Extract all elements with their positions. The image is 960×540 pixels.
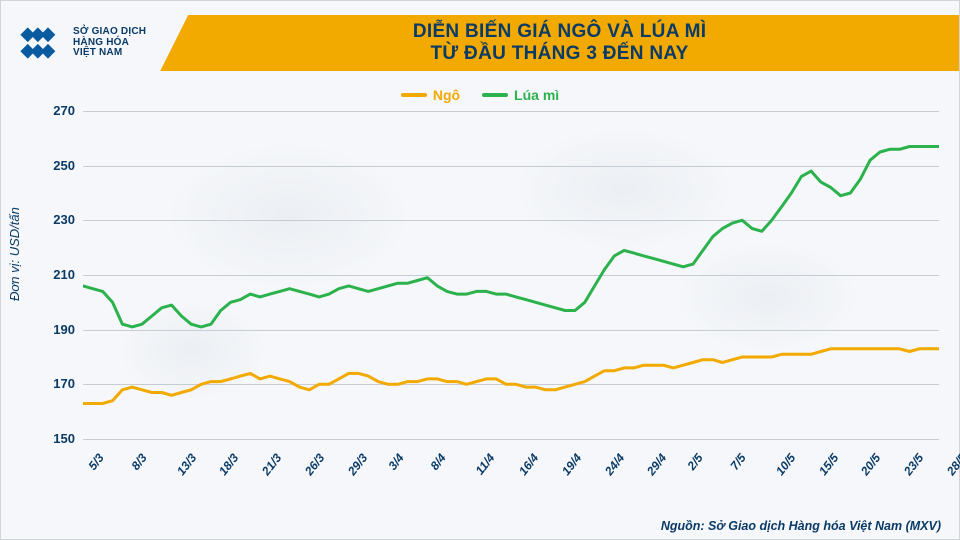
y-tick-label: 270 <box>43 103 75 118</box>
y-tick-label: 170 <box>43 376 75 391</box>
legend-swatch-ngo <box>401 93 427 97</box>
logo-icon <box>19 24 65 62</box>
y-axis-label: Đơn vị: USD/tấn <box>7 207 22 301</box>
header: SỞ GIAO DỊCH HÀNG HÓA VIỆT NAM DIỄN BIẾN… <box>19 15 959 71</box>
series-line-luami <box>83 147 939 327</box>
y-tick-label: 150 <box>43 431 75 446</box>
title-line-2: TỪ ĐẦU THÁNG 3 ĐẾN NAY <box>413 43 706 65</box>
legend-label-ngo: Ngô <box>433 87 460 103</box>
y-tick-label: 210 <box>43 267 75 282</box>
logo: SỞ GIAO DỊCH HÀNG HÓA VIỆT NAM <box>19 24 160 62</box>
y-tick-label: 250 <box>43 158 75 173</box>
legend-item-luami: Lúa mì <box>482 87 559 103</box>
legend-label-luami: Lúa mì <box>514 87 559 103</box>
legend-item-ngo: Ngô <box>401 87 460 103</box>
title-bar: DIỄN BIẾN GIÁ NGÔ VÀ LÚA MÌ TỪ ĐẦU THÁNG… <box>160 15 959 71</box>
legend: Ngô Lúa mì <box>1 87 959 103</box>
title-line-1: DIỄN BIẾN GIÁ NGÔ VÀ LÚA MÌ <box>413 21 706 43</box>
logo-text: SỞ GIAO DỊCH HÀNG HÓA VIỆT NAM <box>73 27 146 59</box>
source-text: Nguồn: Sở Giao dịch Hàng hóa Việt Nam (M… <box>661 519 941 533</box>
chart-area: 1501701902102302502705/38/313/318/321/32… <box>43 107 939 491</box>
y-tick-label: 190 <box>43 322 75 337</box>
series-line-ngo <box>83 349 939 404</box>
chart-title: DIỄN BIẾN GIÁ NGÔ VÀ LÚA MÌ TỪ ĐẦU THÁNG… <box>413 21 706 65</box>
legend-swatch-luami <box>482 93 508 97</box>
logo-line-3: VIỆT NAM <box>73 48 146 59</box>
y-tick-label: 230 <box>43 212 75 227</box>
plot-svg <box>83 107 939 491</box>
